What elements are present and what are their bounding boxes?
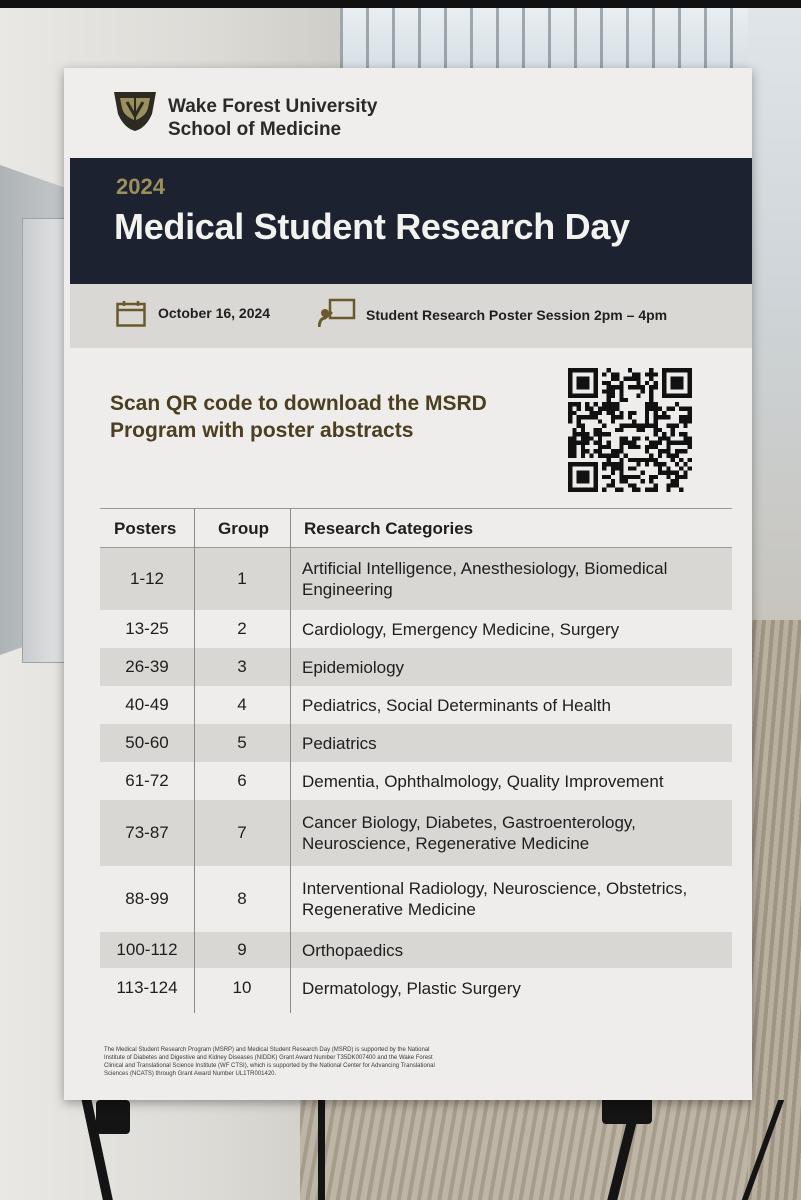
- table-row: 40-49 4 Pediatrics, Social Determinants of…: [100, 686, 732, 724]
- research-categories-table: Posters Group Research Categories 1-12 1 A…: [100, 508, 732, 1008]
- header-posters: Posters: [114, 519, 177, 538]
- cell-research-categories: Interventional Radiology, Neuroscience, …: [302, 879, 688, 919]
- cell-group: 4: [237, 695, 247, 714]
- table-row: 50-60 5 Pediatrics: [100, 724, 732, 762]
- cell-posters: 50-60: [125, 733, 169, 752]
- cell-research-categories: Cancer Biology, Diabetes, Gastroenterolo…: [302, 813, 636, 853]
- cell-group: 1: [237, 569, 247, 588]
- header-research-categories: Research Categories: [304, 519, 474, 538]
- table-row: 73-87 7 Cancer Biology, Diabetes, Gastroen…: [100, 800, 732, 866]
- logo-university: Wake Forest University: [168, 96, 378, 117]
- cell-research-categories: Pediatrics, Social Determinants of Healt…: [302, 695, 611, 715]
- research-day-poster: Wake Forest University School of Medicin…: [64, 68, 752, 1100]
- cell-research-categories: Dementia, Ophthalmology, Quality Improve…: [302, 771, 664, 791]
- cell-group: 3: [237, 657, 247, 676]
- poster-session-time: Student Research Poster Session 2pm – 4p…: [366, 307, 668, 323]
- cell-group: 8: [237, 889, 247, 908]
- title-band: 2024 Medical Student Research Day: [70, 158, 752, 284]
- table-row: 100-112 9 Orthopaedics: [100, 932, 732, 968]
- cell-posters: 88-99: [125, 889, 169, 908]
- event-year: 2024: [116, 174, 165, 199]
- wake-forest-shield-icon: [114, 92, 156, 131]
- cell-group: 2: [237, 619, 247, 638]
- cell-research-categories: Artificial Intelligence, Anesthesiology,…: [302, 559, 668, 599]
- column-divider-2: [290, 508, 291, 1013]
- logo-area: Wake Forest University School of Medicin…: [64, 68, 752, 158]
- cell-group: 5: [237, 733, 247, 752]
- scan-line-2: Program with poster abstracts: [110, 419, 414, 442]
- easel-leg-middle: [318, 1098, 325, 1200]
- cell-group: 7: [237, 823, 247, 842]
- calendar-icon: [116, 301, 146, 327]
- table-row: 26-39 3 Epidemiology: [100, 648, 732, 686]
- cell-research-categories: Dermatology, Plastic Surgery: [302, 978, 521, 998]
- carpet-floor: [300, 1080, 801, 1200]
- event-date: October 16, 2024: [158, 305, 271, 321]
- table-body: 1-12 1 Artificial Intelligence, Anesthesio…: [100, 548, 732, 1008]
- cell-group: 6: [237, 771, 247, 790]
- cell-posters: 73-87: [125, 823, 169, 842]
- table-header: Posters Group Research Categories: [100, 508, 732, 548]
- right-window: [748, 8, 801, 628]
- cell-posters: 1-12: [129, 569, 165, 588]
- wall-sign: [22, 218, 67, 663]
- funding-footnote: The Medical Student Research Program (MS…: [104, 1047, 435, 1077]
- qr-code[interactable]: [568, 366, 692, 494]
- cell-group: 10: [232, 978, 252, 997]
- easel-clamp-left: [96, 1100, 130, 1134]
- scan-line-1: Scan QR code to download the MSRD: [110, 392, 487, 415]
- cell-posters: 113-124: [116, 978, 178, 997]
- cell-posters: 61-72: [125, 771, 169, 790]
- table-row: 1-12 1 Artificial Intelligence, Anesthesio…: [100, 548, 732, 610]
- column-divider-1: [194, 508, 195, 1013]
- cell-research-categories: Pediatrics: [302, 733, 377, 753]
- scan-instruction: Scan QR code to download the MSRD Progra…: [110, 390, 570, 444]
- carpet-floor-right: [748, 620, 801, 1200]
- table-row: 13-25 2 Cardiology, Emergency Medicine, Su…: [100, 610, 732, 648]
- logo-school: School of Medicine: [168, 119, 342, 140]
- cell-posters: 100-112: [116, 940, 178, 959]
- cell-group: 9: [237, 940, 247, 959]
- event-title: Medical Student Research Day: [114, 206, 630, 247]
- presenter-icon: [318, 298, 356, 328]
- header-group: Group: [218, 519, 269, 538]
- cell-research-categories: Orthopaedics: [302, 940, 404, 960]
- cell-posters: 40-49: [125, 695, 169, 714]
- table-row: 113-124 10 Dermatology, Plastic Surgery: [100, 968, 732, 1008]
- cell-research-categories: Cardiology, Emergency Medicine, Surgery: [302, 619, 620, 639]
- top-edge: [0, 0, 801, 8]
- cell-posters: 13-25: [125, 619, 169, 638]
- table-row: 88-99 8 Interventional Radiology, Neurosci…: [100, 866, 732, 932]
- cell-research-categories: Epidemiology: [302, 657, 405, 677]
- info-band: October 16, 2024 Student Research Poster…: [70, 284, 752, 348]
- table-row: 61-72 6 Dementia, Ophthalmology, Quality I…: [100, 762, 732, 800]
- cell-posters: 26-39: [125, 657, 169, 676]
